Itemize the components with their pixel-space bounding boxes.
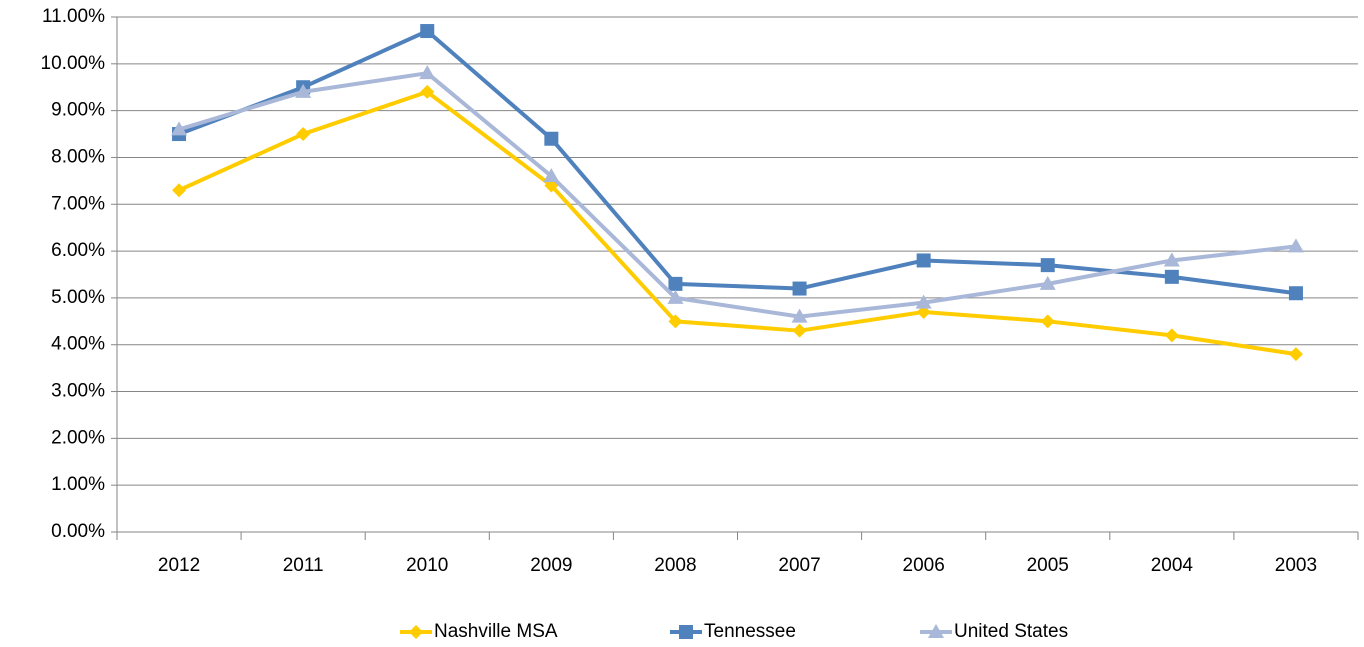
data-point — [1163, 252, 1180, 267]
data-point — [172, 183, 187, 198]
data-point — [544, 131, 559, 146]
y-tick-label: 7.00% — [51, 193, 105, 214]
data-point — [1040, 314, 1055, 329]
y-tick-label: 0.00% — [51, 521, 105, 542]
x-tick-label: 2007 — [778, 555, 820, 576]
x-tick-label: 2003 — [1275, 555, 1317, 576]
data-point — [296, 127, 311, 142]
y-tick-label: 1.00% — [51, 474, 105, 495]
data-point — [916, 253, 931, 268]
legend-label: Nashville MSA — [434, 621, 558, 642]
y-tick-label: 5.00% — [51, 287, 105, 308]
x-tick-label: 2012 — [158, 555, 200, 576]
data-point — [1288, 286, 1303, 301]
x-tick-label: 2004 — [1151, 555, 1194, 576]
data-point — [420, 24, 435, 39]
x-tick-label: 2005 — [1027, 555, 1069, 576]
legend-label: Tennessee — [704, 621, 796, 642]
data-point — [419, 65, 436, 80]
data-point — [792, 281, 807, 296]
y-tick-label: 6.00% — [51, 240, 105, 261]
series-line — [178, 71, 1297, 319]
series-line — [178, 29, 1297, 296]
data-point — [668, 276, 683, 291]
y-tick-label: 4.00% — [51, 334, 105, 355]
legend-marker — [679, 625, 693, 639]
data-point — [295, 83, 312, 98]
y-tick-label: 3.00% — [51, 381, 105, 402]
data-point — [171, 121, 188, 136]
data-point — [1040, 258, 1055, 273]
data-point — [668, 314, 683, 329]
legend-marker — [409, 625, 423, 639]
x-tick-label: 2009 — [530, 555, 572, 576]
data-point — [667, 289, 684, 304]
data-point — [543, 168, 560, 183]
y-tick-label: 8.00% — [51, 146, 105, 167]
series-line — [178, 89, 1297, 357]
data-point — [1287, 238, 1304, 253]
data-point — [791, 308, 808, 323]
legend-label: United States — [954, 621, 1068, 642]
data-point — [1288, 347, 1303, 362]
y-tick-label: 11.00% — [42, 6, 105, 27]
y-tick-label: 2.00% — [51, 427, 105, 448]
x-tick-label: 2010 — [406, 555, 448, 576]
data-point — [792, 323, 807, 338]
x-tick-label: 2006 — [903, 555, 945, 576]
data-point — [1164, 328, 1179, 343]
x-tick-label: 2008 — [654, 555, 696, 576]
legend-marker — [928, 624, 944, 638]
y-tick-label: 9.00% — [51, 100, 105, 121]
data-point — [1039, 275, 1056, 290]
data-point — [420, 84, 435, 99]
data-point — [1164, 269, 1179, 284]
x-tick-label: 2011 — [283, 555, 324, 576]
data-point — [915, 294, 932, 309]
y-tick-label: 10.00% — [41, 53, 106, 74]
